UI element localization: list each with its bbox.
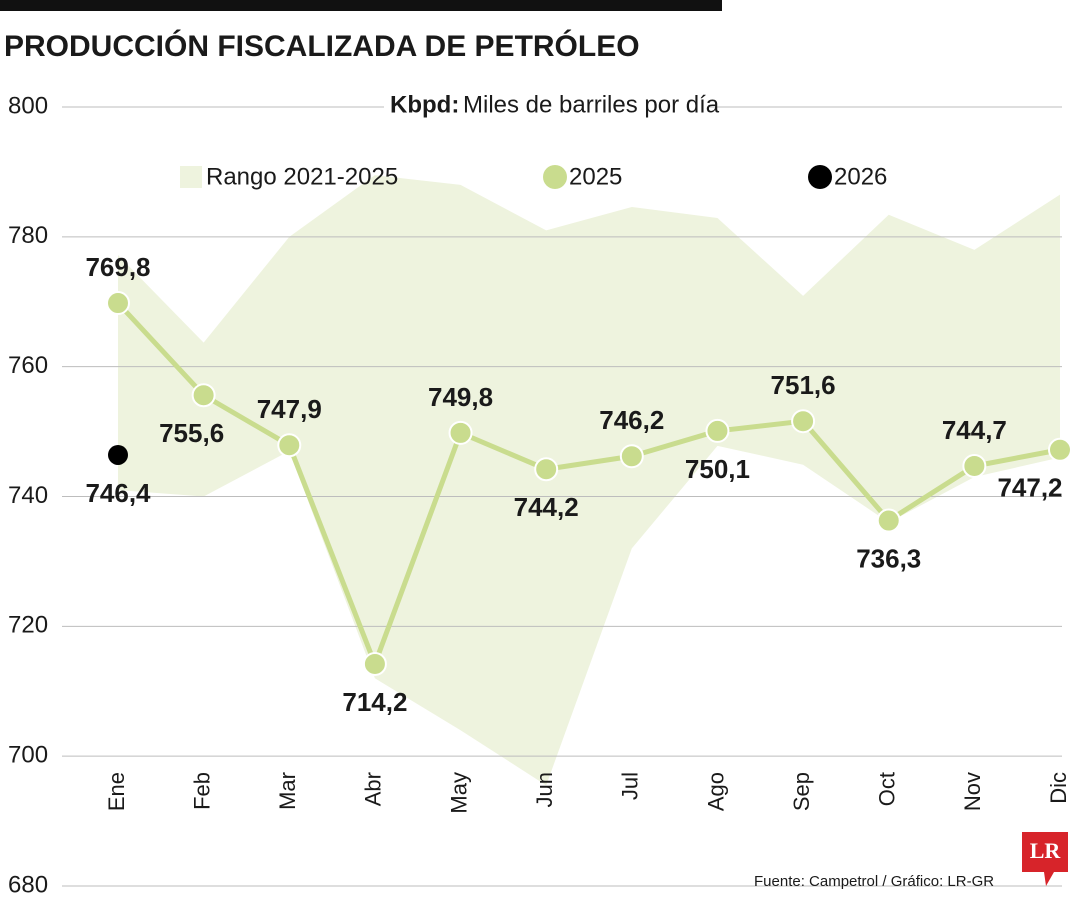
x-tick-label: Sep [789,772,814,811]
top-bar [0,0,722,11]
subtitle-bold: Kbpd: [390,91,459,118]
subtitle: Miles de barriles por día [463,91,720,118]
legend-label: Rango 2021-2025 [206,163,398,190]
x-tick-label: Jun [532,772,557,807]
point [619,444,644,469]
x-tick-label: Nov [960,772,985,811]
value-label: 769,8 [85,252,150,282]
plot: 680 700 720 740 760 780 800 Ene Feb Mar Abr May Jun J… [8,92,1072,898]
grid-layer: 680 700 720 740 760 780 800 Ene Feb Mar Abr May Jun J… [8,92,1071,898]
legend-label: 2025 [569,163,622,190]
value-label: 736,3 [856,543,921,573]
x-tick-label: Mar [275,772,300,810]
legend-marker [543,165,567,189]
x-tick-label: Feb [189,772,214,810]
value-label: 714,2 [342,687,407,717]
point [106,291,130,316]
point [108,444,128,465]
legend-marker [808,165,832,189]
x-tick-label: Oct [875,772,900,806]
x-tick-label: Dic [1046,772,1071,804]
y-tick-label: 700 [8,742,48,769]
legend-swatch [180,166,202,188]
y-tick-label: 780 [8,222,48,249]
series-line [116,301,1061,667]
point [962,453,987,478]
value-label: 746,4 [85,478,151,508]
chart-title: PRODUCCIÓN FISCALIZADA DE PETRÓLEO [4,29,640,63]
point [191,383,216,408]
value-label: 755,6 [159,418,224,448]
point [534,457,559,482]
y-tick-label: 800 [8,92,48,119]
source: Fuente: Campetrol / Gráfico: LR-GR [754,873,994,890]
point [362,651,387,676]
point [876,508,901,533]
y-tick-label: 740 [8,482,48,509]
line-layer: 769,8 755,6 747,9 714,2 749,8 744,2 746,2 750,1… [85,252,1072,717]
x-tick-label: Ago [703,772,728,811]
legend-label: 2026 [834,163,887,190]
y-tick-label: 680 [8,871,48,898]
value-label: 751,6 [771,370,836,400]
value-label: 749,8 [428,382,493,412]
value-label: 747,9 [257,394,322,424]
point [791,409,816,434]
value-label: 747,2 [997,473,1062,503]
logo: LR [1030,838,1062,863]
point [705,418,730,443]
x-tick-label: May [446,772,471,814]
x-tick-label: Ene [104,772,129,811]
point [277,433,302,458]
y-tick-label: 720 [8,612,48,639]
point [448,420,473,445]
range-band [118,175,1060,786]
value-label: 746,2 [599,405,664,435]
x-tick-label: Jul [618,772,643,800]
x-tick-label: Abr [361,772,386,806]
value-label: 744,2 [514,492,579,522]
band-layer [118,175,1060,786]
value-label: 750,1 [685,454,750,484]
logo-bg [1022,832,1068,886]
subtitle-bg [384,88,710,124]
y-tick-label: 760 [8,352,48,379]
value-label: 744,7 [942,415,1007,445]
point [1048,437,1072,462]
